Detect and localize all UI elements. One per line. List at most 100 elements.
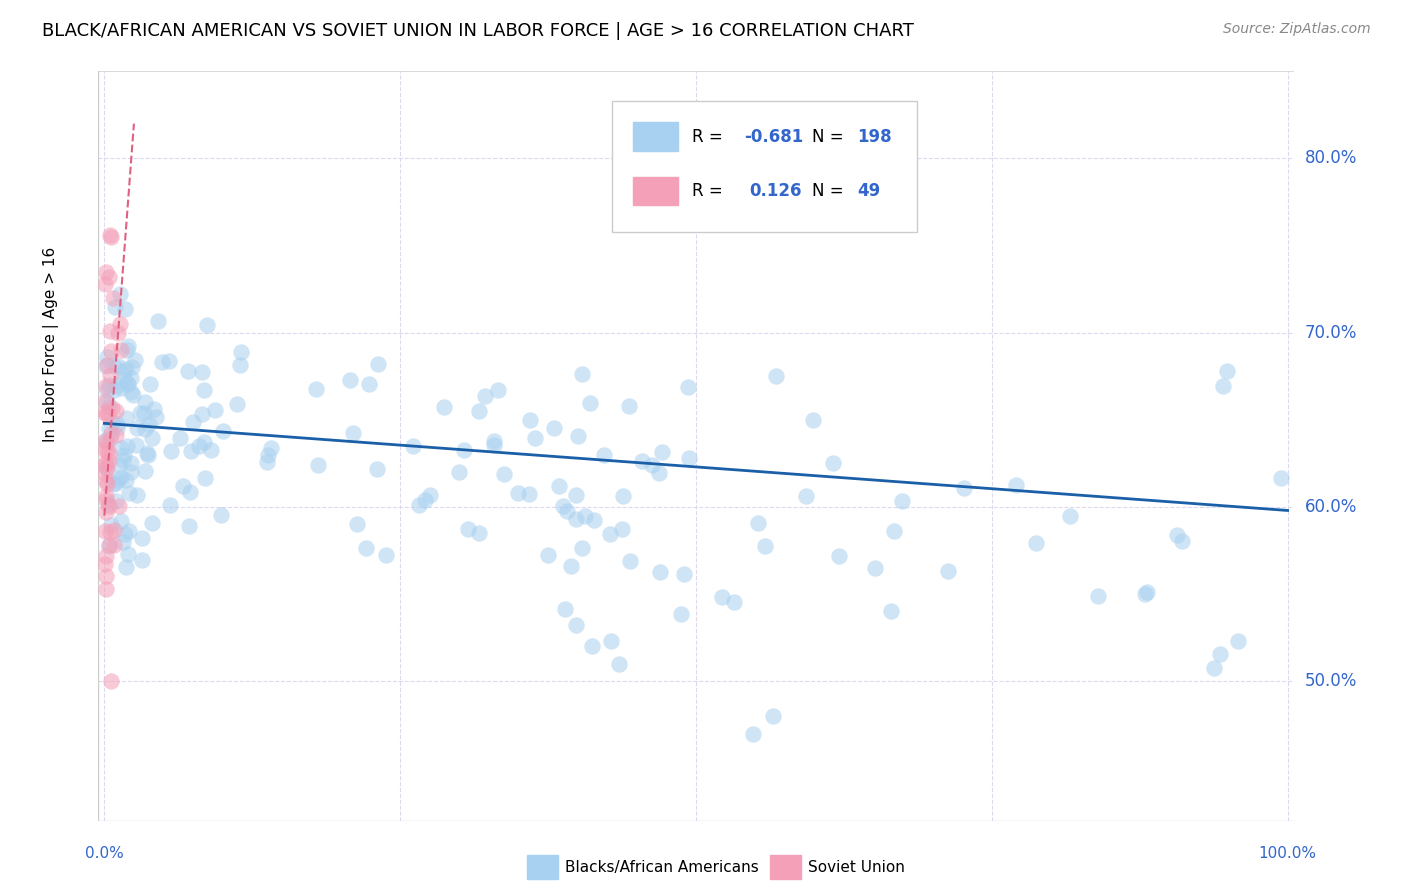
Point	[115, 439, 138, 453]
Point	[93, 558, 115, 572]
Point	[537, 548, 560, 562]
Point	[94, 455, 117, 469]
Point	[200, 442, 222, 457]
Point	[1209, 647, 1232, 661]
Point	[179, 485, 201, 500]
Point	[402, 439, 425, 453]
Point	[94, 569, 117, 583]
Point	[1171, 533, 1194, 548]
Point	[648, 565, 671, 579]
Point	[93, 405, 115, 419]
Point	[93, 524, 115, 538]
Point	[110, 441, 132, 455]
Point	[115, 343, 138, 358]
Text: In Labor Force | Age > 16: In Labor Force | Age > 16	[42, 247, 59, 442]
Point	[120, 385, 142, 400]
Point	[593, 448, 616, 462]
Point	[600, 634, 623, 648]
Point	[1202, 661, 1225, 675]
Point	[120, 465, 142, 479]
Point	[524, 431, 547, 445]
Text: -0.681: -0.681	[744, 128, 803, 145]
Point	[94, 379, 117, 393]
Point	[97, 539, 120, 553]
Point	[304, 382, 326, 396]
Point	[124, 353, 146, 368]
Point	[115, 473, 138, 487]
Point	[110, 514, 132, 528]
Point	[229, 345, 252, 359]
Point	[179, 519, 201, 533]
Point	[145, 409, 167, 424]
Point	[193, 383, 215, 397]
Point	[413, 493, 436, 508]
Point	[96, 549, 118, 563]
Point	[105, 428, 128, 442]
Point	[98, 525, 121, 540]
Point	[141, 516, 163, 531]
Point	[105, 417, 128, 431]
Point	[794, 489, 817, 503]
Point	[112, 453, 135, 467]
Point	[101, 401, 124, 415]
Point	[157, 354, 180, 368]
Point	[94, 359, 117, 373]
Point	[433, 400, 456, 414]
Point	[548, 479, 571, 493]
Point	[121, 388, 143, 402]
Text: BLACK/AFRICAN AMERICAN VS SOVIET UNION IN LABOR FORCE | AGE > 16 CORRELATION CHA: BLACK/AFRICAN AMERICAN VS SOVIET UNION I…	[42, 22, 914, 40]
Point	[98, 378, 121, 392]
Text: 50.0%: 50.0%	[1305, 673, 1357, 690]
Point	[108, 458, 131, 472]
Point	[367, 357, 389, 371]
Point	[100, 228, 122, 243]
Point	[98, 269, 121, 284]
Point	[828, 549, 851, 563]
Point	[96, 436, 118, 450]
Point	[134, 394, 156, 409]
Point	[100, 427, 122, 442]
Point	[96, 461, 118, 475]
Text: 80.0%: 80.0%	[1305, 150, 1357, 168]
Point	[543, 420, 565, 434]
Text: Blacks/African Americans: Blacks/African Americans	[565, 860, 759, 874]
Point	[131, 531, 153, 545]
Point	[96, 350, 118, 364]
Point	[160, 444, 183, 458]
Point	[555, 504, 578, 518]
Point	[560, 559, 582, 574]
Point	[94, 407, 117, 421]
Point	[98, 454, 121, 468]
Point	[172, 479, 194, 493]
Point	[108, 286, 131, 301]
Text: 100.0%: 100.0%	[1258, 846, 1316, 861]
Point	[486, 383, 509, 397]
Point	[880, 603, 903, 617]
Point	[150, 355, 173, 369]
Point	[256, 455, 278, 469]
Point	[114, 560, 136, 574]
Point	[671, 607, 693, 621]
Point	[96, 394, 118, 409]
Point	[891, 494, 914, 508]
Point	[104, 300, 127, 314]
Point	[105, 494, 128, 508]
Point	[107, 359, 129, 373]
Point	[467, 404, 489, 418]
Point	[96, 489, 118, 503]
Point	[110, 381, 132, 395]
Point	[191, 407, 214, 421]
Point	[519, 413, 541, 427]
Text: N =: N =	[811, 182, 849, 200]
Point	[121, 359, 143, 374]
Point	[112, 364, 135, 378]
Point	[115, 362, 138, 376]
Point	[1087, 589, 1109, 603]
Point	[146, 314, 169, 328]
Point	[354, 541, 377, 556]
Point	[107, 378, 129, 392]
Point	[747, 516, 769, 530]
Point	[195, 318, 218, 333]
Point	[181, 415, 204, 429]
Point	[110, 343, 132, 358]
